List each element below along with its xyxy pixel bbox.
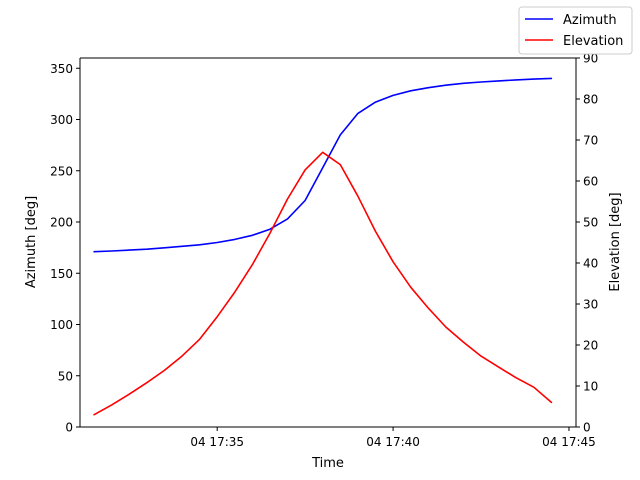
left-y-tick-label: 200 [50, 216, 73, 230]
right-y-tick-label: 10 [583, 380, 598, 394]
left-y-axis-ticks: 0 50 100 150 200 250 300 350 [50, 62, 80, 435]
left-y-tick-label: 100 [50, 318, 73, 332]
left-y-tick-label: 350 [50, 62, 73, 76]
left-y-tick-label: 300 [50, 113, 73, 127]
right-y-tick-label: 90 [583, 52, 598, 66]
x-tick-label: 04 17:40 [366, 435, 420, 449]
right-y-tick-label: 20 [583, 339, 598, 353]
x-axis-label: Time [311, 456, 344, 471]
x-tick-label: 04 17:35 [190, 435, 244, 449]
x-tick-label: 04 17:45 [542, 435, 596, 449]
right-y-axis-ticks: 0 10 20 30 40 50 60 70 80 90 [576, 52, 598, 435]
left-y-tick-label: 150 [50, 267, 73, 281]
left-y-axis-label: Azimuth [deg] [24, 196, 39, 288]
legend-label-elevation: Elevation [563, 34, 623, 49]
legend: Azimuth Elevation [518, 6, 633, 55]
azimuth-series-line [93, 77, 553, 253]
left-y-tick-label: 50 [58, 369, 73, 383]
left-y-tick-label: 250 [50, 164, 73, 178]
right-y-tick-label: 40 [583, 257, 598, 271]
plot-area [80, 58, 576, 427]
right-y-axis-label: Elevation [deg] [608, 192, 623, 291]
series-layer [93, 77, 553, 416]
right-y-tick-label: 50 [583, 216, 598, 230]
right-y-tick-label: 0 [583, 421, 591, 435]
right-y-tick-label: 30 [583, 298, 598, 312]
plot-frame [80, 58, 576, 427]
x-axis-ticks: 04 17:35 04 17:40 04 17:45 [190, 427, 596, 449]
legend-label-azimuth: Azimuth [563, 13, 617, 28]
right-y-tick-label: 70 [583, 134, 598, 148]
left-y-tick-label: 0 [65, 421, 73, 435]
right-y-tick-label: 80 [583, 93, 598, 107]
right-y-tick-label: 60 [583, 175, 598, 189]
elevation-series-line [93, 151, 553, 416]
